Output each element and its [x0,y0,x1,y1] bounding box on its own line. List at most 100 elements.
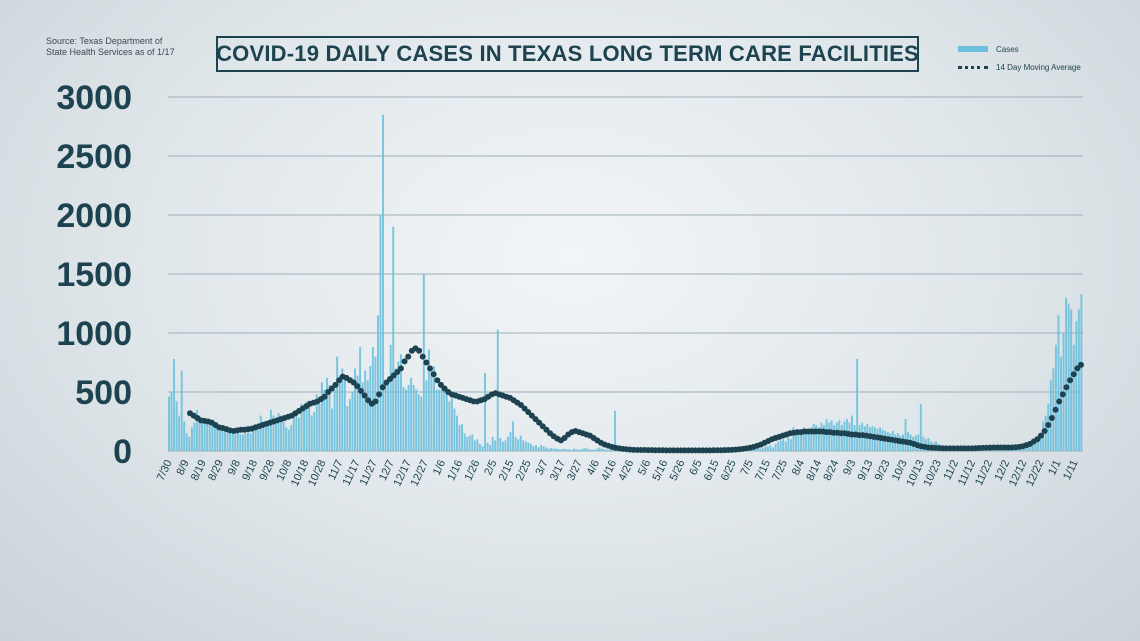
cases-bar [241,434,244,451]
cases-bar [178,415,181,451]
cases-bar [272,415,275,451]
cases-bar [805,429,808,451]
moving-average-dot [397,365,404,372]
cases-bar [833,425,836,451]
cases-bar [506,436,509,451]
cases-bar [285,427,288,451]
moving-average-dot [1052,406,1059,413]
cases-bar [853,425,856,451]
cases-bar [792,427,795,451]
moving-average-dot [1078,361,1084,368]
cases-bar [1032,443,1034,451]
cases-bars [168,114,1083,451]
cases-bar [346,406,349,451]
cases-bar [262,421,265,451]
cases-bar [448,401,451,451]
cases-bar [830,420,833,451]
cases-bar [303,408,305,451]
cases-bar [1039,433,1042,451]
cases-bar [509,432,512,451]
cases-bar [481,446,484,451]
cases-bar [835,422,838,451]
cases-bar [420,396,423,451]
cases-bar [405,389,407,451]
cases-bar [820,422,823,451]
cases-bar [410,377,413,451]
cases-bar [1072,344,1075,451]
cases-bar [412,384,415,451]
x-tick-label: 2/15 [497,458,517,482]
x-tick-label: 8/29 [206,458,226,482]
x-tick-label: 3/7 [533,458,550,477]
cases-bar [354,368,356,451]
cases-bar [384,380,387,451]
cases-bar [387,384,390,451]
moving-average-dot [1063,384,1070,391]
cases-bar [399,354,402,451]
cases-bar [323,389,326,451]
cases-bar [185,433,188,451]
cases-bar [601,448,604,451]
cases-bar [453,408,456,451]
legend-label-cases: Cases [996,44,1019,54]
cases-bar [772,447,774,451]
cases-bar [552,448,555,451]
moving-average-dot [357,387,364,394]
cases-bar [211,425,214,451]
moving-average-dot [376,391,383,398]
chart-title: COVID-19 DAILY CASES IN TEXAS LONG TERM … [216,41,919,66]
cases-bar [456,415,458,451]
cases-bar [761,448,764,451]
cases-bar [229,430,232,451]
cases-bar [550,448,553,451]
x-tick-label: 2/5 [482,458,499,477]
cases-bar [392,226,395,451]
moving-average-dot [401,358,408,365]
cases-bar [585,448,588,451]
cases-bar [596,448,599,451]
x-tick-label: 9/13 [856,458,876,482]
cases-bar [557,449,560,451]
cases-bar [170,392,173,451]
legend-label-moving-average: 14 Day Moving Average [996,62,1081,72]
cases-bar [343,380,346,451]
cases-bar [234,433,237,451]
grid-lines [168,96,1083,452]
y-tick-label: 1000 [56,315,132,353]
x-tick-label: 1/6 [431,458,448,477]
cases-bar [239,434,242,451]
x-tick-label: 2/25 [514,458,534,482]
x-tick-label: 5/26 [668,458,688,482]
cases-bar [292,415,295,451]
x-tick-label: 1/16 [445,458,465,482]
legend: Cases 14 Day Moving Average [958,42,1081,78]
cases-bar [364,370,367,451]
cases-bar [341,368,344,451]
cases-bar [226,429,229,451]
cases-bar [529,443,532,451]
cases-bar [244,433,247,451]
cases-bar [537,447,540,451]
x-tick-label: 8/19 [189,458,209,482]
cases-bar [336,356,339,451]
cases-bar [331,408,334,451]
cases-bar [433,366,435,451]
moving-average-dot [419,353,426,360]
x-tick-label: 5/16 [651,458,671,482]
cases-bar [828,422,831,451]
cases-bar [216,426,219,451]
cases-bar [593,449,596,451]
cases-bar [560,449,563,451]
cases-bar [486,442,489,451]
cases-bar [823,425,825,451]
x-tick-label: 6/15 [702,458,722,482]
cases-bar [573,448,576,451]
cases-bar [318,403,321,451]
cases-bar [494,440,497,451]
cases-bar [756,447,759,451]
cases-bar [856,358,859,451]
cases-bar [802,427,805,451]
cases-bar [588,449,591,451]
cases-bar [1065,297,1068,451]
